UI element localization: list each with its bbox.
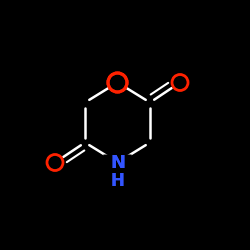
Circle shape (47, 154, 63, 170)
Text: H: H (110, 172, 124, 190)
Text: H: H (110, 172, 124, 190)
Text: N: N (110, 154, 125, 172)
Text: N: N (110, 154, 125, 172)
FancyBboxPatch shape (103, 154, 132, 170)
Circle shape (172, 74, 188, 90)
Circle shape (108, 73, 127, 92)
